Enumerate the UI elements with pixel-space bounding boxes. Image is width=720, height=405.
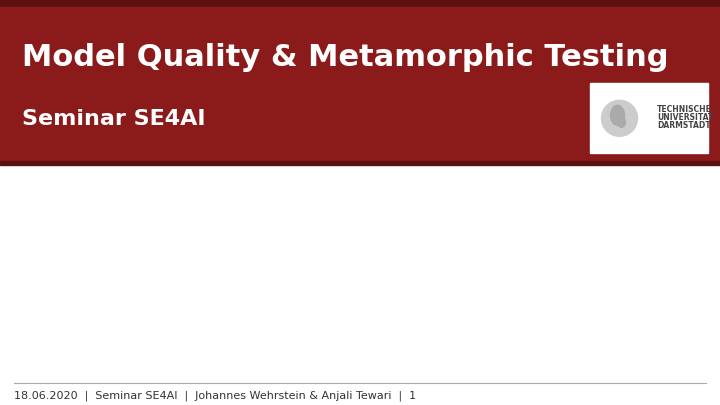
Text: Seminar SE4AI: Seminar SE4AI [22,109,205,129]
Text: TECHNISCHE: TECHNISCHE [657,104,712,113]
Text: 18.06.2020  |  Seminar SE4AI  |  Johannes Wehrstein & Anjali Tewari  |  1: 18.06.2020 | Seminar SE4AI | Johannes We… [14,390,416,400]
Circle shape [601,101,637,137]
Ellipse shape [611,106,624,126]
Text: UNIVERSITAT: UNIVERSITAT [657,113,713,121]
Bar [0,162,720,166]
Bar [590,84,708,154]
Text: DARMSTADT: DARMSTADT [657,120,711,130]
Bar [0,8,720,162]
Text: Model Quality & Metamorphic Testing: Model Quality & Metamorphic Testing [22,43,668,72]
Ellipse shape [618,118,626,128]
Bar [0,0,720,8]
